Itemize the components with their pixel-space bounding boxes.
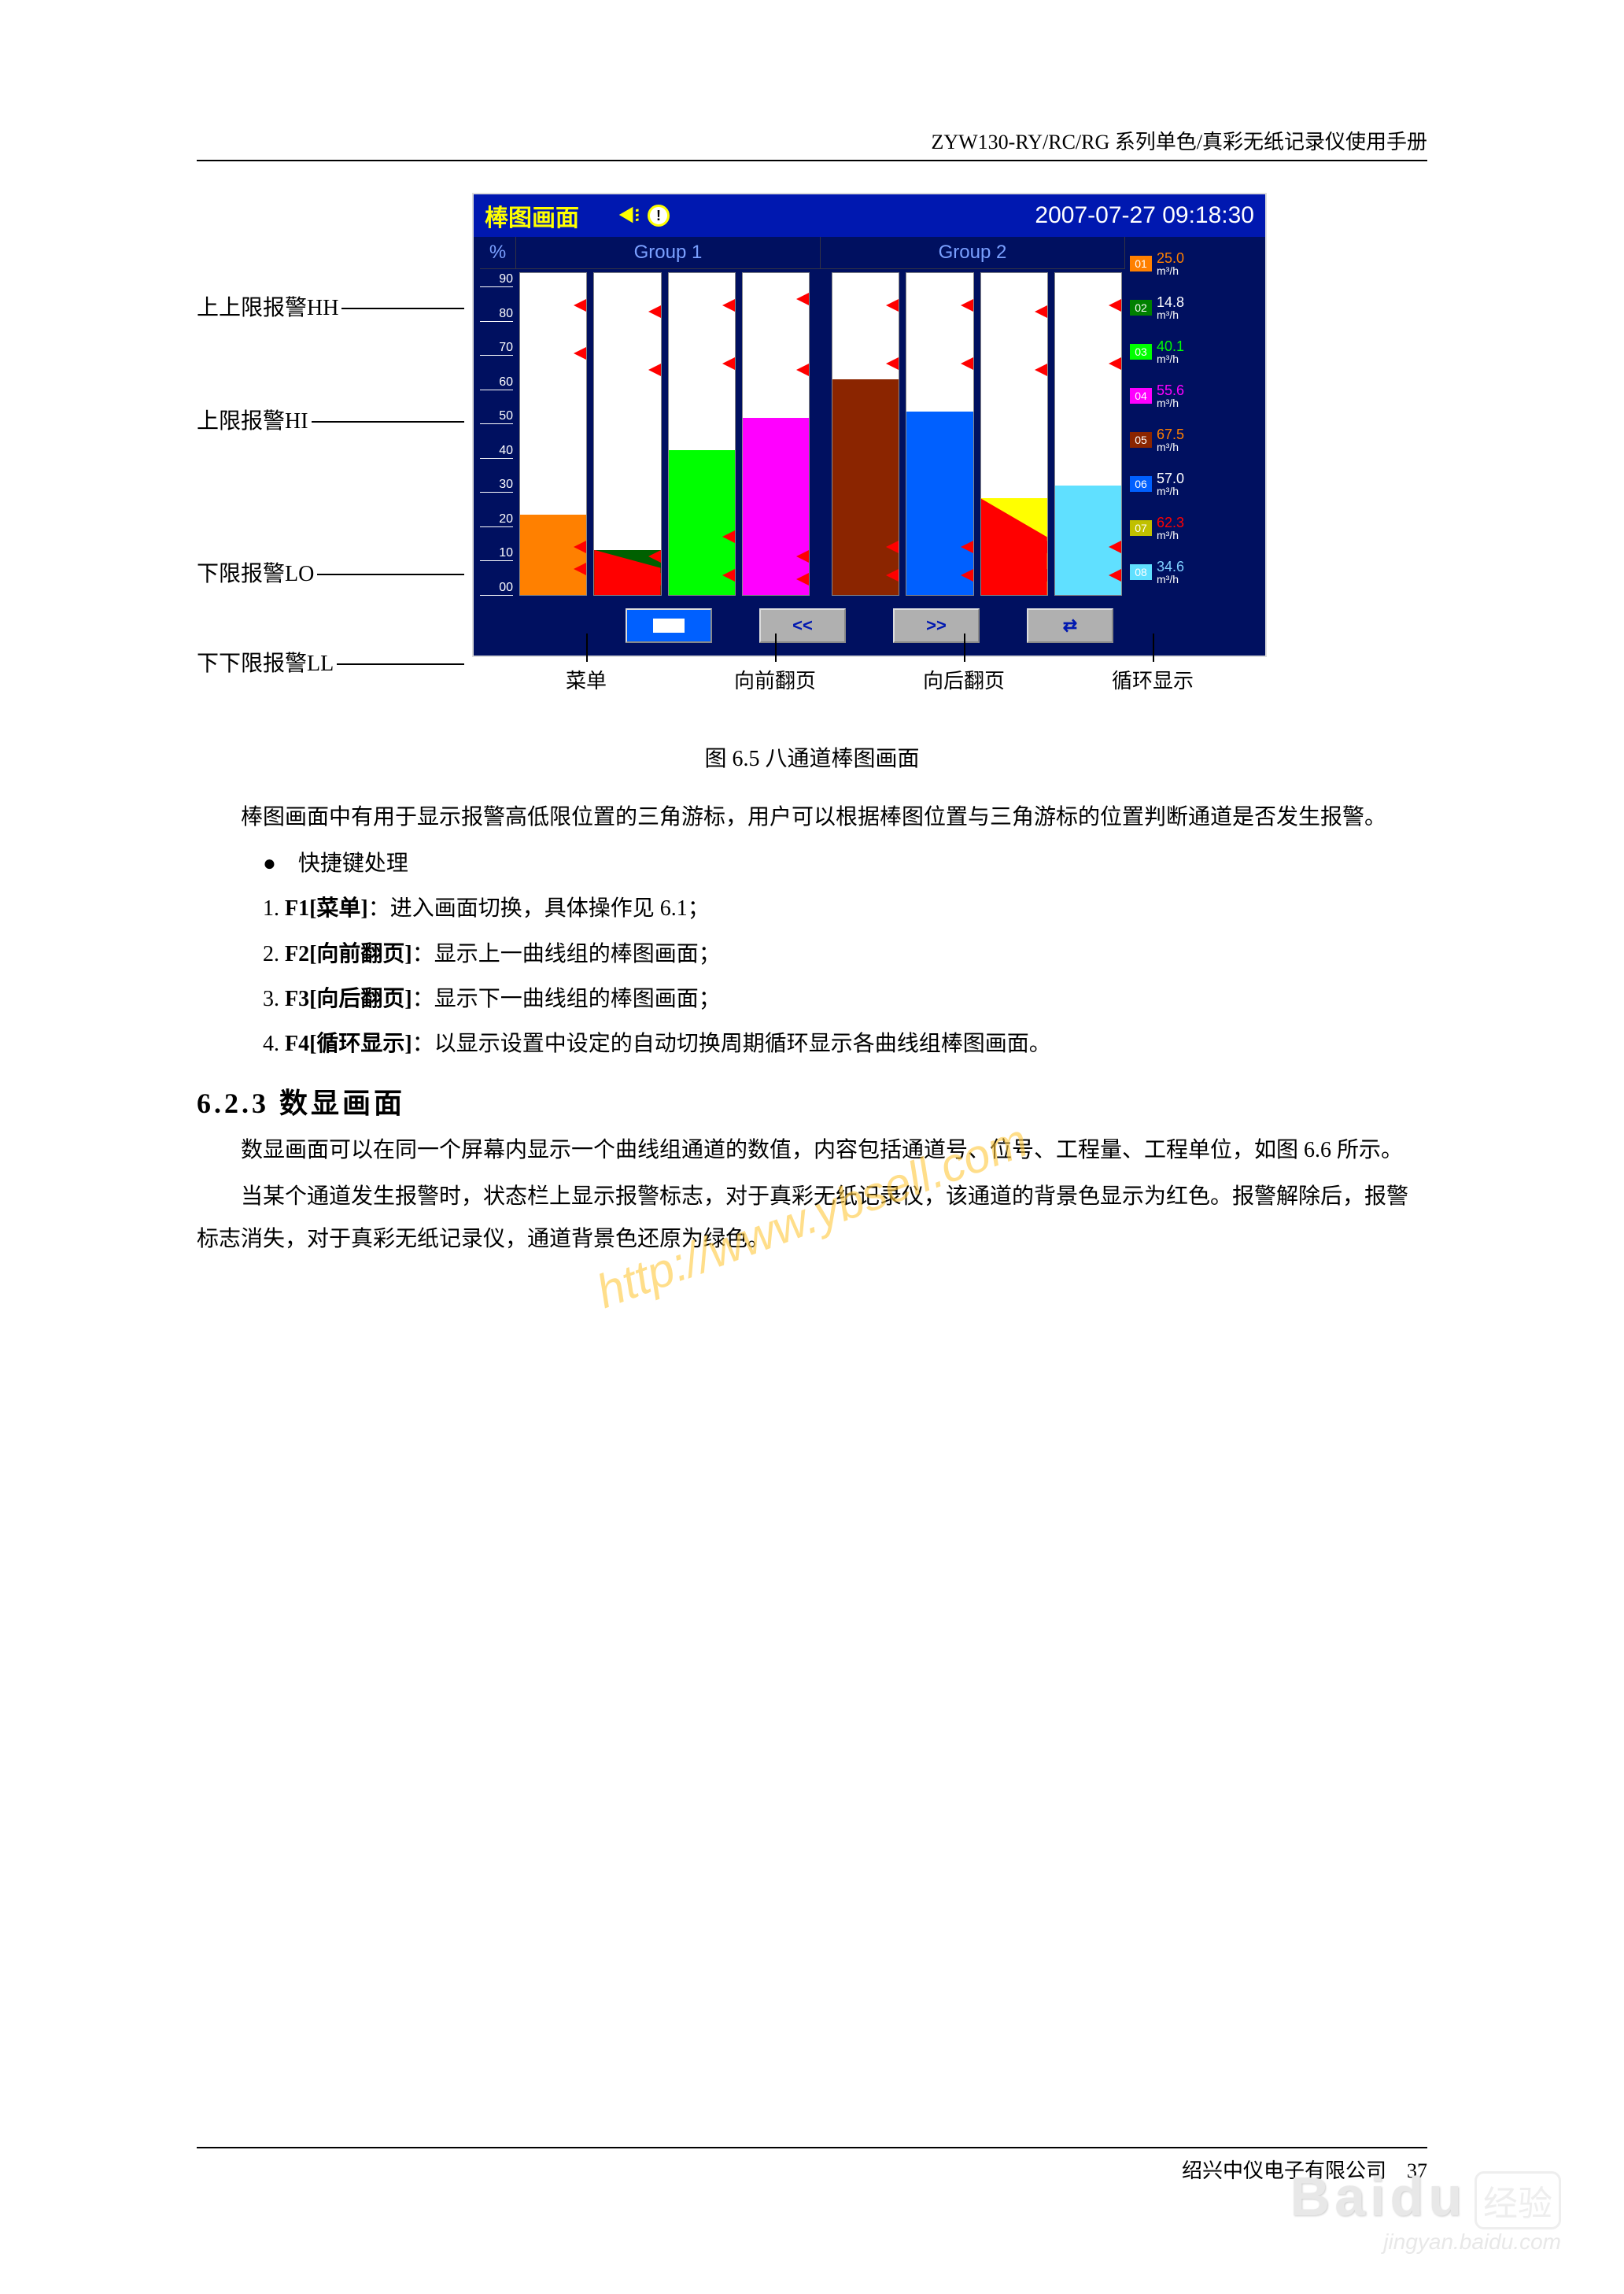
bar-3 (668, 272, 736, 596)
bar-8 (1054, 272, 1122, 596)
legend-row-02: 0214.8m³/h (1130, 295, 1254, 320)
btn-label-prev: 向前翻页 (704, 665, 846, 694)
group2-label: Group 2 (821, 237, 1125, 269)
loop-button[interactable]: ⇄ (1027, 608, 1113, 643)
li-f3: 3. F3[向后翻页]：显示下一曲线组的棒图画面； (263, 978, 1427, 1020)
callout-hi: 上限报警HI (197, 411, 308, 433)
y-unit: % (480, 237, 516, 269)
legend-row-05: 0567.5m³/h (1130, 427, 1254, 453)
bar-5 (832, 272, 899, 596)
button-callouts: 菜单 向前翻页 向后翻页 循环显示 (472, 665, 1267, 694)
bar-4 (742, 272, 810, 596)
page-footer: 绍兴中仪电子有限公司 37 (197, 2147, 1427, 2184)
screen-title: 棒图画面 (485, 198, 579, 233)
legend-row-08: 0834.6m³/h (1130, 560, 1254, 585)
screen-titlebar: 棒图画面 ◀፧ ! 2007-07-27 09:18:30 (474, 194, 1265, 237)
legend-row-07: 0762.3m³/h (1130, 515, 1254, 541)
bullet-shortcut: ● 快捷键处理 (263, 843, 1427, 885)
li-f1: 1. F1[菜单]：进入画面切换，具体操作见 6.1； (263, 888, 1427, 929)
bar-2 (593, 272, 661, 596)
menu-button[interactable] (626, 608, 712, 643)
para-623-2: 当某个通道发生报警时，状态栏上显示报警标志，对于真彩无纸记录仪，该通道的背景色显… (197, 1176, 1427, 1259)
btn-label-menu: 菜单 (515, 665, 657, 694)
screen-datetime: 2007-07-27 09:18:30 (1035, 202, 1254, 229)
alarm-callouts: 上上限报警HH 上限报警HI 下限报警LO 下下限报警LL (197, 193, 464, 694)
figure-caption: 图 6.5 八通道棒图画面 (197, 741, 1427, 773)
section-6-2-3: 6.2.3 数显画面 (197, 1081, 1427, 1121)
group1-label: Group 1 (516, 237, 821, 269)
legend: 0125.0m³/h 0214.8m³/h 0340.1m³/h 0455.6m³/h… (1125, 237, 1259, 599)
bars-container (516, 269, 1125, 599)
li-f2: 2. F2[向前翻页]：显示上一曲线组的棒图画面； (263, 933, 1427, 975)
bar-7 (980, 272, 1048, 596)
next-page-button[interactable]: >> (893, 608, 980, 643)
callout-lo: 下限报警LO (197, 563, 314, 586)
y-axis: 90807060504030201000 (480, 269, 516, 599)
device-screen: 棒图画面 ◀፧ ! 2007-07-27 09:18:30 % Group 1 … (472, 193, 1267, 657)
speaker-icon: ◀፧ (618, 203, 640, 228)
li-f4: 4. F4[循环显示]：以显示设置中设定的自动切换周期循环显示各曲线组棒图画面。 (263, 1023, 1427, 1065)
legend-row-06: 0657.0m³/h (1130, 471, 1254, 497)
para-623-1: 数显画面可以在同一个屏幕内显示一个曲线组通道的数值，内容包括通道号、位号、工程量… (197, 1129, 1427, 1171)
clock-icon: ! (648, 205, 670, 227)
callout-hh: 上上限报警HH (197, 297, 338, 320)
legend-row-01: 0125.0m³/h (1130, 251, 1254, 276)
doc-header: ZYW130-RY/RC/RG 系列单色/真彩无纸记录仪使用手册 (197, 126, 1427, 161)
btn-label-loop: 循环显示 (1082, 665, 1224, 694)
callout-ll: 下下限报警LL (197, 653, 334, 675)
legend-row-03: 0340.1m³/h (1130, 339, 1254, 364)
para-1: 棒图画面中有用于显示报警高低限位置的三角游标，用户可以根据棒图位置与三角游标的位… (197, 796, 1427, 838)
btn-label-next: 向后翻页 (893, 665, 1035, 694)
bar-1 (519, 272, 587, 596)
bar-6 (906, 272, 973, 596)
prev-page-button[interactable]: << (759, 608, 846, 643)
legend-row-04: 0455.6m³/h (1130, 383, 1254, 408)
